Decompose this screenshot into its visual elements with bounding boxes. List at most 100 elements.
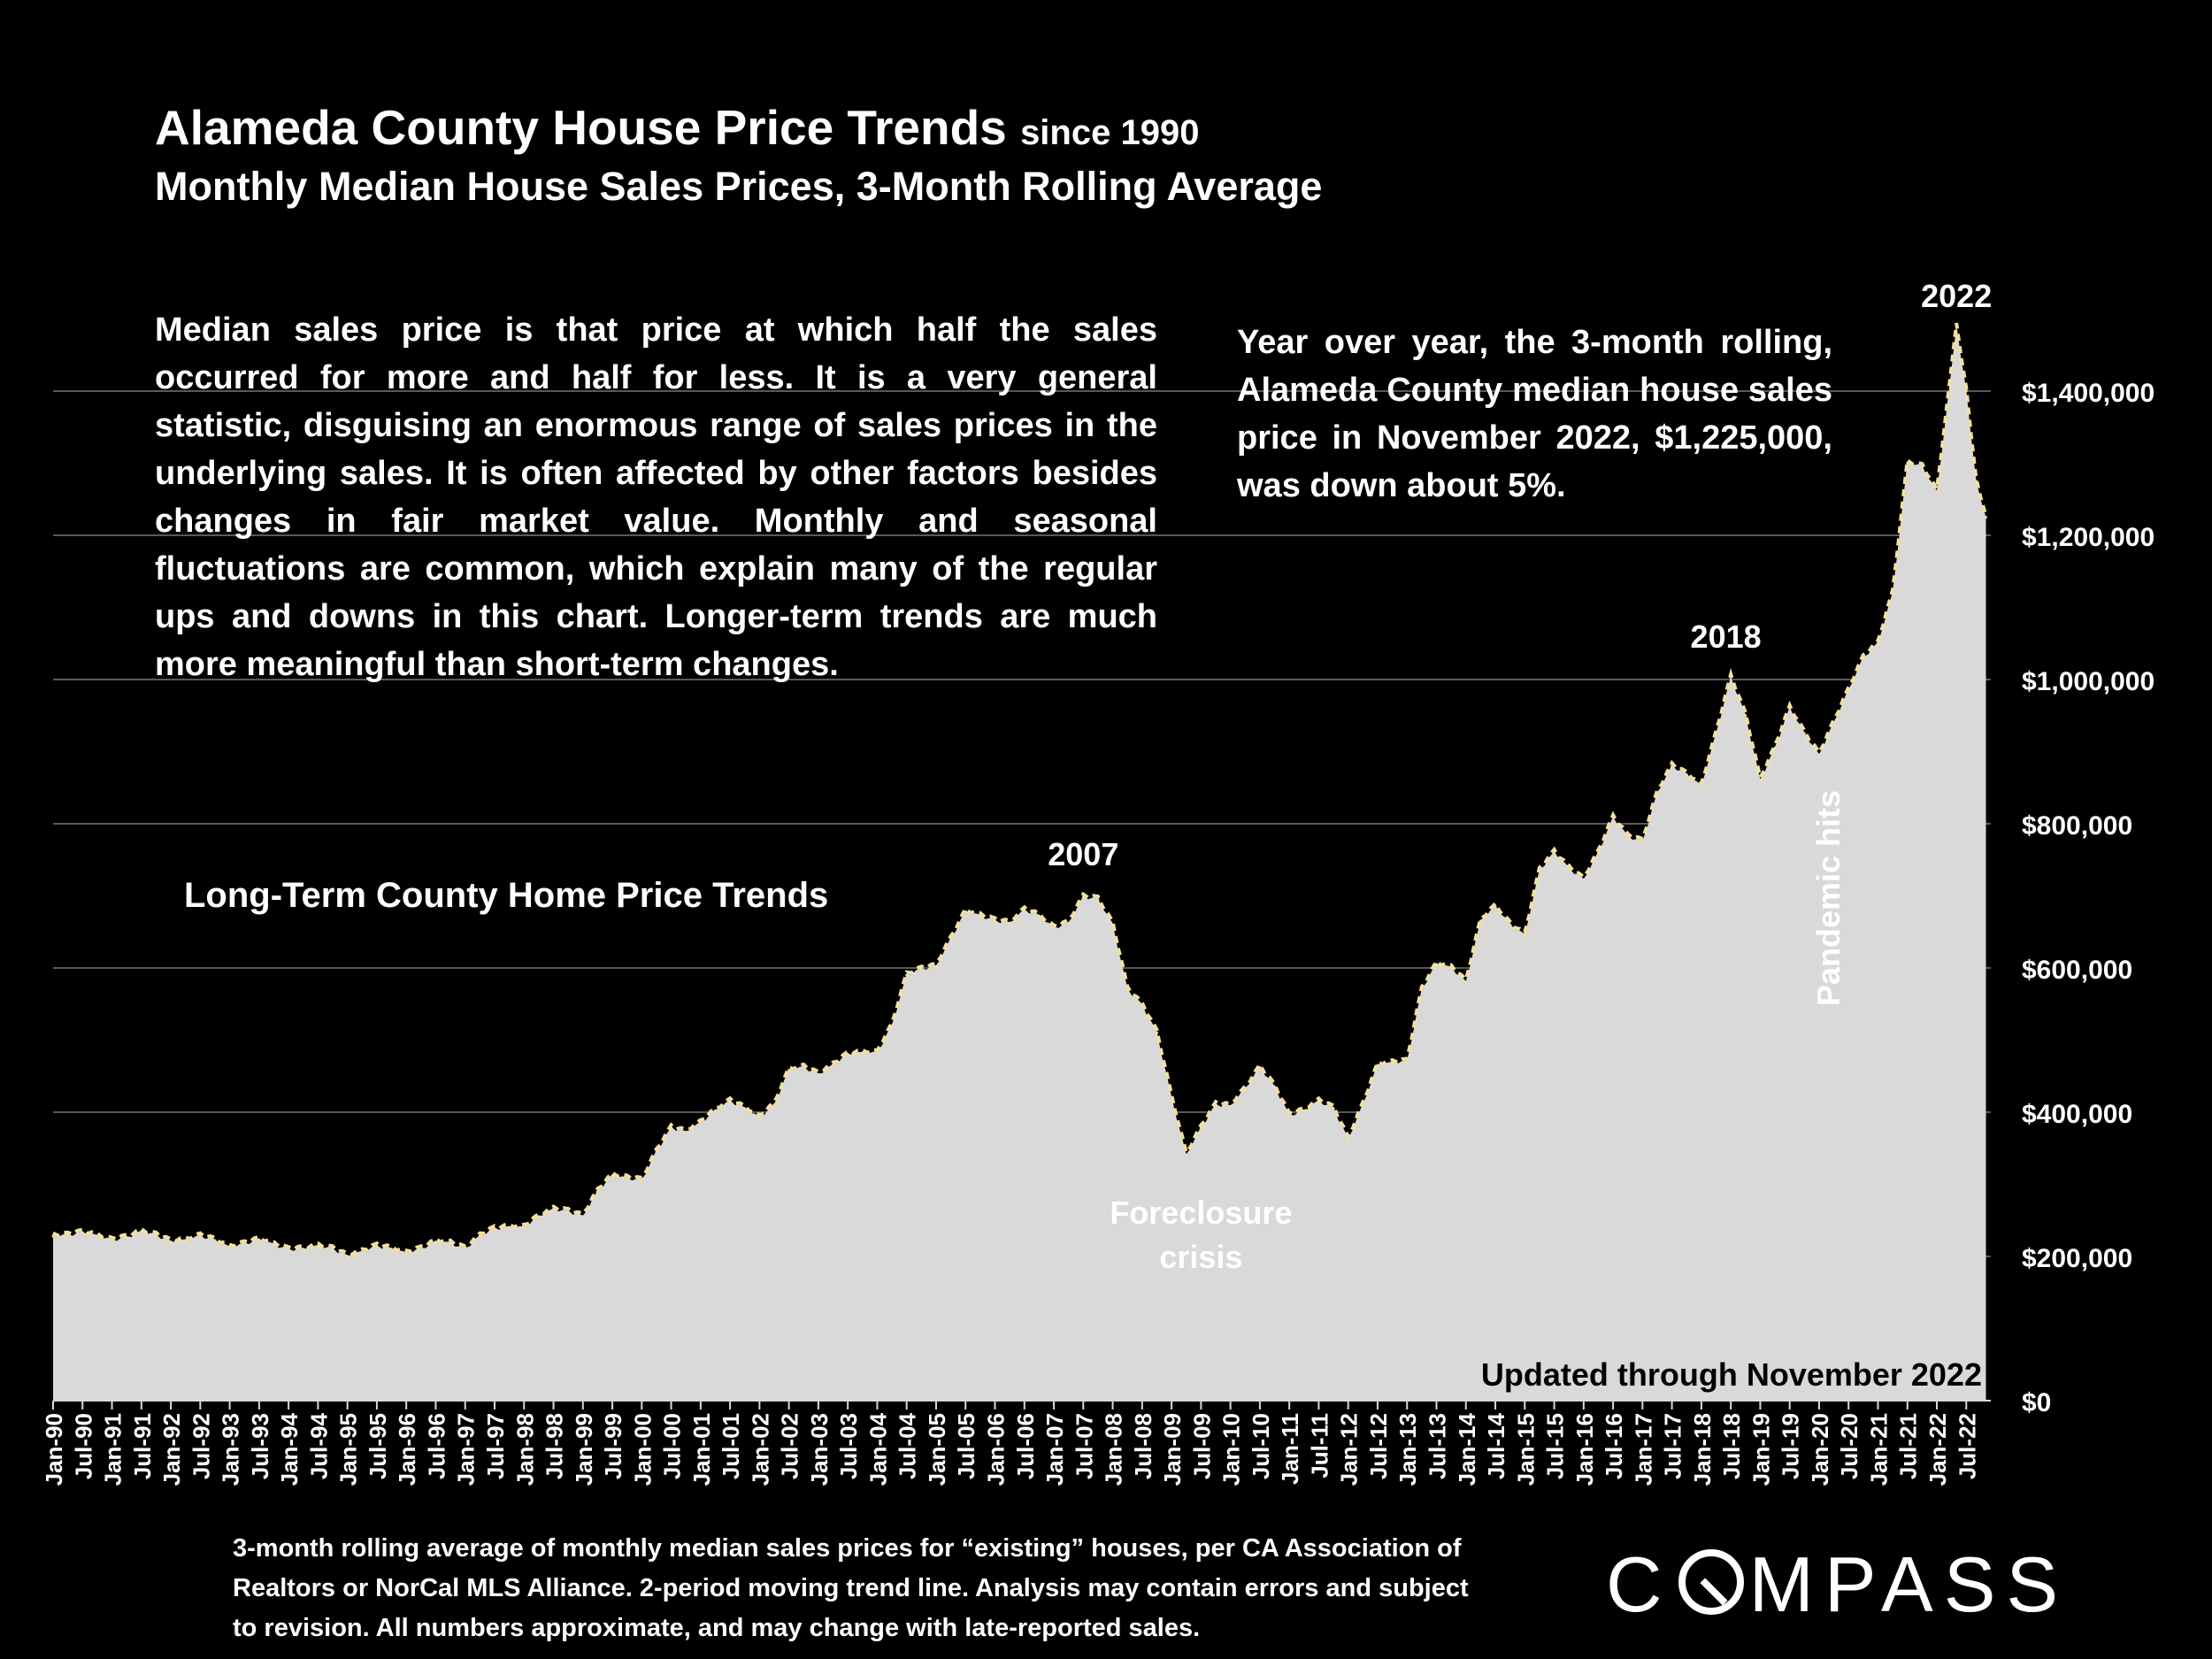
data-point xyxy=(242,1242,246,1246)
data-point xyxy=(1273,1085,1277,1088)
y-tick-label: $200,000 xyxy=(2022,1244,2132,1273)
data-point xyxy=(493,1227,496,1231)
x-tick-label: Jul-93 xyxy=(247,1413,273,1479)
data-point xyxy=(1671,764,1674,768)
x-tick-label: Jan-99 xyxy=(571,1413,597,1486)
data-point xyxy=(464,1248,467,1251)
x-tick-label: Jan-96 xyxy=(394,1413,420,1486)
title-suffix: since 1990 xyxy=(1020,113,1200,152)
x-tick-label: Jul-99 xyxy=(600,1413,626,1479)
data-point xyxy=(1626,835,1630,839)
x-tick-label: Jul-96 xyxy=(423,1413,449,1479)
logo-text-right: MPASS xyxy=(1748,1540,2070,1628)
y-axis: $0 $200,000 $400,000 $600,000 $800,000 $1,000… xyxy=(2022,379,2154,1417)
data-point xyxy=(670,1126,673,1130)
x-tick-label: Jan-09 xyxy=(1159,1413,1186,1486)
data-point xyxy=(537,1215,541,1218)
x-tick-label: Jan-05 xyxy=(924,1413,950,1486)
y-tick-label: $1,400,000 xyxy=(2022,379,2154,408)
data-point xyxy=(522,1225,526,1229)
x-tick-label: Jul-22 xyxy=(1954,1413,1980,1479)
x-tick-label: Jul-19 xyxy=(1778,1413,1804,1479)
data-point xyxy=(1361,1103,1364,1107)
y-tick-label: $600,000 xyxy=(2022,956,2132,985)
data-point xyxy=(404,1252,408,1256)
x-tick-label: Jan-13 xyxy=(1394,1413,1421,1486)
x-tick-label: Jan-14 xyxy=(1454,1412,1480,1486)
x-tick-label: Jul-01 xyxy=(718,1413,744,1479)
data-point xyxy=(713,1109,717,1112)
chart-subtitle: Monthly Median House Sales Prices, 3-Mon… xyxy=(155,164,1323,209)
x-tick-label: Jul-08 xyxy=(1130,1413,1156,1479)
x-tick-label: Jul-15 xyxy=(1542,1413,1569,1479)
data-point xyxy=(81,1231,84,1234)
data-point xyxy=(1847,688,1850,692)
data-point xyxy=(1287,1114,1291,1118)
data-point xyxy=(1802,732,1806,735)
x-tick-label: Jan-12 xyxy=(1336,1413,1363,1486)
data-point xyxy=(846,1053,849,1056)
data-point xyxy=(1788,707,1792,710)
x-tick-label: Jul-17 xyxy=(1660,1413,1686,1479)
data-point xyxy=(1302,1109,1306,1112)
x-tick-label: Jul-14 xyxy=(1483,1412,1509,1479)
data-point xyxy=(140,1230,143,1233)
x-tick-label: Jan-20 xyxy=(1807,1413,1833,1486)
x-tick-label: Jan-91 xyxy=(100,1413,127,1486)
x-tick-label: Jan-01 xyxy=(688,1413,715,1486)
x-tick-label: Jul-16 xyxy=(1601,1413,1627,1479)
data-point xyxy=(66,1233,70,1237)
data-point xyxy=(1420,987,1424,991)
data-point xyxy=(699,1121,703,1125)
data-point xyxy=(611,1174,614,1178)
data-point xyxy=(1567,867,1571,871)
yoy-note: Year over year, the 3-month rolling, Ala… xyxy=(1237,324,1832,504)
data-point xyxy=(1974,480,1978,483)
data-point xyxy=(1405,1060,1409,1064)
data-point xyxy=(1655,792,1659,795)
x-tick-label: Jul-10 xyxy=(1248,1413,1274,1479)
data-point xyxy=(478,1234,481,1238)
y-tick-label: $1,200,000 xyxy=(2022,523,2154,552)
x-tick-label: Jan-08 xyxy=(1101,1413,1127,1486)
x-axis: Jan-90 Jul-90 Jan-91 Jul-91 Jan-92 Jul-92 Jan-… xyxy=(41,1401,1980,1486)
data-point xyxy=(96,1234,99,1238)
data-point xyxy=(184,1239,188,1242)
data-point xyxy=(655,1150,658,1154)
data-point xyxy=(1449,966,1453,970)
data-point xyxy=(1596,851,1600,855)
data-point xyxy=(1391,1062,1394,1065)
x-tick-label: Jan-00 xyxy=(629,1413,656,1486)
data-point xyxy=(390,1248,394,1251)
x-tick-label: Jan-97 xyxy=(453,1413,480,1486)
data-point xyxy=(1876,641,1879,645)
data-point xyxy=(1008,921,1011,925)
data-point xyxy=(890,1024,894,1027)
data-point xyxy=(1125,987,1129,991)
data-point xyxy=(1553,851,1556,855)
data-point xyxy=(287,1248,290,1252)
data-point xyxy=(1037,914,1041,918)
x-tick-label: Jul-21 xyxy=(1895,1413,1922,1479)
x-tick-label: Jul-90 xyxy=(70,1413,96,1479)
data-point xyxy=(1155,1031,1158,1034)
data-point xyxy=(1185,1154,1188,1157)
x-tick-label: Jan-21 xyxy=(1865,1413,1892,1486)
data-point xyxy=(1640,840,1644,843)
data-point xyxy=(832,1064,835,1067)
data-point xyxy=(1920,465,1924,469)
data-point xyxy=(346,1255,349,1258)
data-point xyxy=(787,1069,791,1072)
data-point xyxy=(1509,923,1512,926)
x-tick-label: Jul-06 xyxy=(1012,1413,1039,1479)
data-point xyxy=(1317,1100,1320,1103)
data-point xyxy=(919,968,923,972)
data-point xyxy=(375,1245,379,1248)
data-point xyxy=(1715,732,1718,735)
x-tick-label: Jul-07 xyxy=(1071,1413,1097,1479)
data-point xyxy=(1141,1003,1144,1007)
data-point xyxy=(1950,368,1954,372)
data-point xyxy=(1347,1138,1350,1141)
title-main: Alameda County House Price Trends xyxy=(155,100,1007,155)
x-tick-label: Jul-20 xyxy=(1836,1413,1863,1479)
